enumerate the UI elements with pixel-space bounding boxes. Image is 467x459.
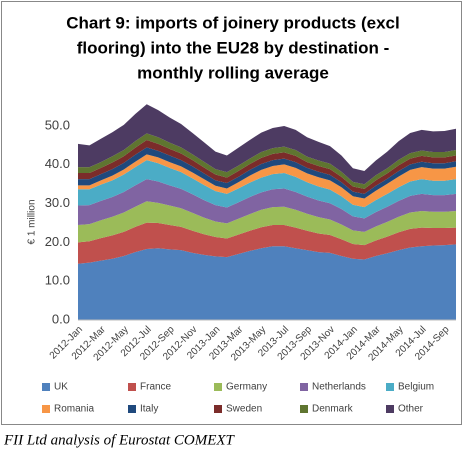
legend-swatch — [42, 405, 50, 413]
y-axis-title: € 1 million — [27, 199, 38, 244]
area — [78, 244, 456, 320]
legend-label: France — [140, 382, 172, 393]
caption: FII Ltd analysis of Eurostat COMEXT — [3, 432, 236, 448]
y-tick-label: 20.0 — [45, 234, 70, 249]
legend-label: Italy — [140, 404, 158, 415]
legend-label: Sweden — [226, 404, 262, 415]
legend-swatch — [300, 405, 308, 413]
y-tick-label: 40.0 — [45, 156, 70, 171]
legend-label: UK — [54, 382, 68, 393]
chart-title: flooring) into the EU28 by destination - — [77, 38, 390, 57]
legend-label: Other — [398, 404, 424, 415]
area — [78, 160, 456, 219]
y-tick-label: 50.0 — [45, 117, 70, 132]
y-tick-label: 10.0 — [45, 273, 70, 288]
legend-label: Germany — [226, 382, 267, 393]
area — [78, 154, 456, 208]
legend-swatch — [128, 405, 136, 413]
area — [78, 147, 456, 199]
legend-label: Romania — [54, 404, 94, 415]
legend-label: Belgium — [398, 382, 434, 393]
legend-swatch — [42, 383, 50, 391]
legend-swatch — [128, 383, 136, 391]
area — [78, 201, 456, 246]
area — [78, 139, 456, 194]
legend-swatch — [214, 383, 222, 391]
chart-title: Chart 9: imports of joinery products (ex… — [66, 13, 399, 32]
area — [78, 222, 456, 264]
legend-swatch — [300, 383, 308, 391]
area — [78, 179, 456, 232]
legend-label: Netherlands — [312, 382, 366, 393]
area — [78, 104, 456, 185]
legend-swatch — [386, 383, 394, 391]
y-tick-label: 30.0 — [45, 195, 70, 210]
legend-label: Denmark — [312, 404, 354, 415]
y-tick-label: 0.0 — [52, 311, 70, 326]
legend-swatch — [386, 405, 394, 413]
legend-swatch — [214, 405, 222, 413]
area — [78, 133, 456, 189]
chart-title: monthly rolling average — [137, 63, 329, 82]
